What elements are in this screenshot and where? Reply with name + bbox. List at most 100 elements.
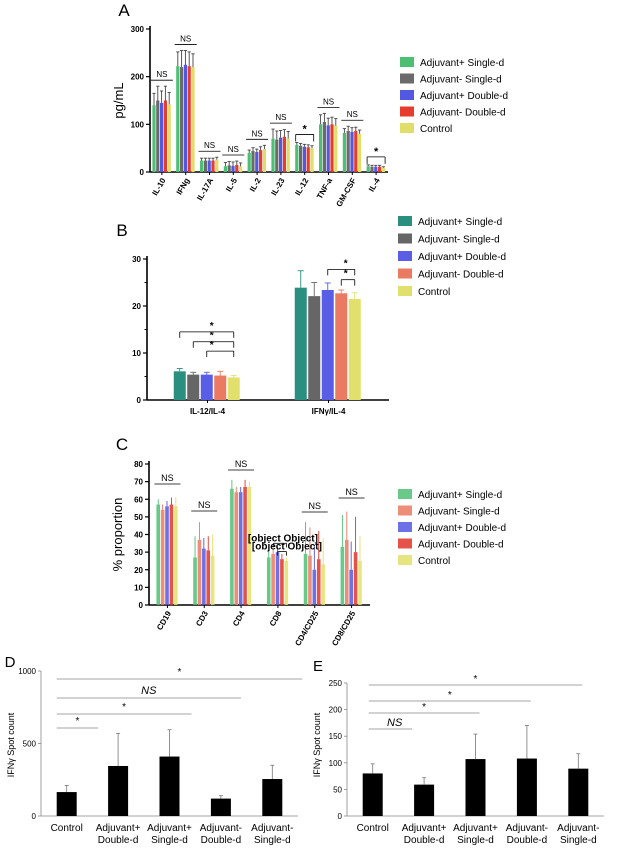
x-tick-label: IFNg bbox=[175, 176, 192, 196]
bar bbox=[197, 539, 202, 605]
legend-label: Control bbox=[420, 124, 452, 135]
y-tick-label: 20 bbox=[132, 302, 141, 311]
bar bbox=[174, 506, 178, 605]
bar bbox=[342, 132, 346, 172]
legend-swatch bbox=[398, 489, 412, 499]
y-axis-label: IFNγ Spot count bbox=[312, 712, 322, 777]
bar bbox=[183, 64, 187, 172]
legend-label: Adjuvant- Single-d bbox=[418, 235, 500, 246]
legend-swatch bbox=[400, 57, 414, 67]
legend-label: Adjuvant- Double-d bbox=[418, 270, 504, 281]
x-tick-label: CD8/CD25 bbox=[330, 609, 357, 647]
bar bbox=[346, 131, 350, 172]
y-tick-label: 0 bbox=[32, 812, 37, 821]
bar bbox=[321, 290, 334, 400]
legend-label: Adjuvant+ Double-d bbox=[418, 252, 506, 263]
bar bbox=[230, 488, 234, 605]
y-tick-label: 50 bbox=[333, 785, 342, 794]
bar bbox=[206, 550, 211, 605]
x-tick-label: IL-2 bbox=[248, 176, 263, 193]
y-tick-label: 60 bbox=[134, 495, 143, 504]
bar bbox=[202, 548, 206, 605]
x-tick-label: IL-10 bbox=[151, 176, 168, 197]
significance-star: * bbox=[303, 123, 308, 135]
significance-star: * bbox=[474, 674, 478, 685]
legend-swatch bbox=[398, 251, 412, 261]
bar bbox=[284, 560, 289, 605]
legend-swatch bbox=[400, 73, 414, 84]
significance-star: * bbox=[448, 690, 452, 701]
x-tick-label: CD8 bbox=[268, 609, 284, 628]
legend-swatch bbox=[398, 555, 412, 565]
x-tick-label: Double-d bbox=[201, 835, 242, 846]
bar bbox=[243, 486, 247, 605]
bar bbox=[203, 160, 207, 172]
x-tick-label: CD4/CD25 bbox=[293, 609, 320, 647]
legend-swatch bbox=[398, 538, 412, 549]
bar bbox=[156, 100, 160, 172]
legend-swatch bbox=[398, 505, 412, 516]
legend-label: Control bbox=[418, 287, 450, 298]
bar bbox=[156, 504, 161, 605]
legend-swatch bbox=[400, 123, 414, 133]
bar bbox=[200, 374, 213, 400]
bar bbox=[350, 131, 354, 172]
significance-ns: NS bbox=[347, 110, 358, 119]
x-tick-label: Single-d bbox=[151, 835, 188, 846]
bar bbox=[306, 147, 310, 172]
legend-label: Adjuvant- Single-d bbox=[418, 507, 500, 518]
significance-star: * bbox=[75, 716, 79, 727]
significance-ns: NS bbox=[156, 70, 167, 79]
y-tick-label: 30 bbox=[134, 548, 143, 557]
y-tick-label: 30 bbox=[132, 255, 141, 264]
significance-ns: NS bbox=[387, 717, 403, 729]
bar bbox=[568, 768, 589, 816]
bar bbox=[344, 539, 349, 605]
x-tick-label: Single-d bbox=[560, 835, 597, 846]
x-tick-label: GM-CSF bbox=[334, 176, 358, 208]
bar bbox=[160, 102, 164, 172]
bar bbox=[227, 165, 231, 172]
legend-label: Adjuvant- Double-d bbox=[420, 108, 506, 119]
x-tick-label: Adjuvant- bbox=[557, 823, 599, 834]
bar bbox=[238, 492, 243, 605]
bar bbox=[239, 166, 243, 172]
bar bbox=[247, 152, 251, 172]
bar bbox=[187, 374, 200, 400]
bar bbox=[231, 165, 235, 172]
bar bbox=[322, 121, 326, 172]
legend-label: Adjuvant- Single-d bbox=[420, 75, 502, 86]
significance-ns: NS bbox=[345, 487, 358, 497]
bar bbox=[370, 166, 374, 172]
bar bbox=[465, 759, 486, 816]
bar bbox=[215, 159, 219, 172]
bar bbox=[312, 569, 317, 605]
legend-label: Adjuvant+ Single-d bbox=[420, 58, 504, 69]
bar bbox=[374, 166, 378, 172]
bar bbox=[275, 552, 280, 605]
x-tick-label: Adjuvant+ bbox=[147, 823, 192, 834]
x-tick-label: Double-d bbox=[404, 835, 445, 846]
x-tick-label: Adjuvant- bbox=[200, 823, 242, 834]
y-tick-label: 500 bbox=[23, 740, 37, 749]
bar bbox=[152, 105, 156, 172]
x-tick-label: CD3 bbox=[194, 609, 210, 628]
bar bbox=[295, 144, 299, 172]
significance-star: * bbox=[178, 667, 182, 678]
x-tick-label: IL-12/IL-4 bbox=[190, 407, 226, 416]
y-tick-label: 10 bbox=[132, 349, 141, 358]
bar bbox=[247, 486, 252, 605]
bar bbox=[227, 377, 240, 400]
y-tick-label: 200 bbox=[131, 73, 145, 82]
legend-label: Control bbox=[418, 556, 450, 567]
x-tick-label: Adjuvant- bbox=[506, 823, 548, 834]
bar bbox=[167, 104, 171, 172]
bar bbox=[271, 138, 275, 172]
bar bbox=[266, 557, 271, 605]
bar bbox=[303, 553, 308, 605]
bar bbox=[235, 164, 239, 172]
bar bbox=[187, 66, 191, 172]
y-tick-label: 50 bbox=[134, 513, 143, 522]
x-tick-label: IL-23 bbox=[270, 176, 287, 197]
y-tick-label: 0 bbox=[139, 601, 144, 610]
